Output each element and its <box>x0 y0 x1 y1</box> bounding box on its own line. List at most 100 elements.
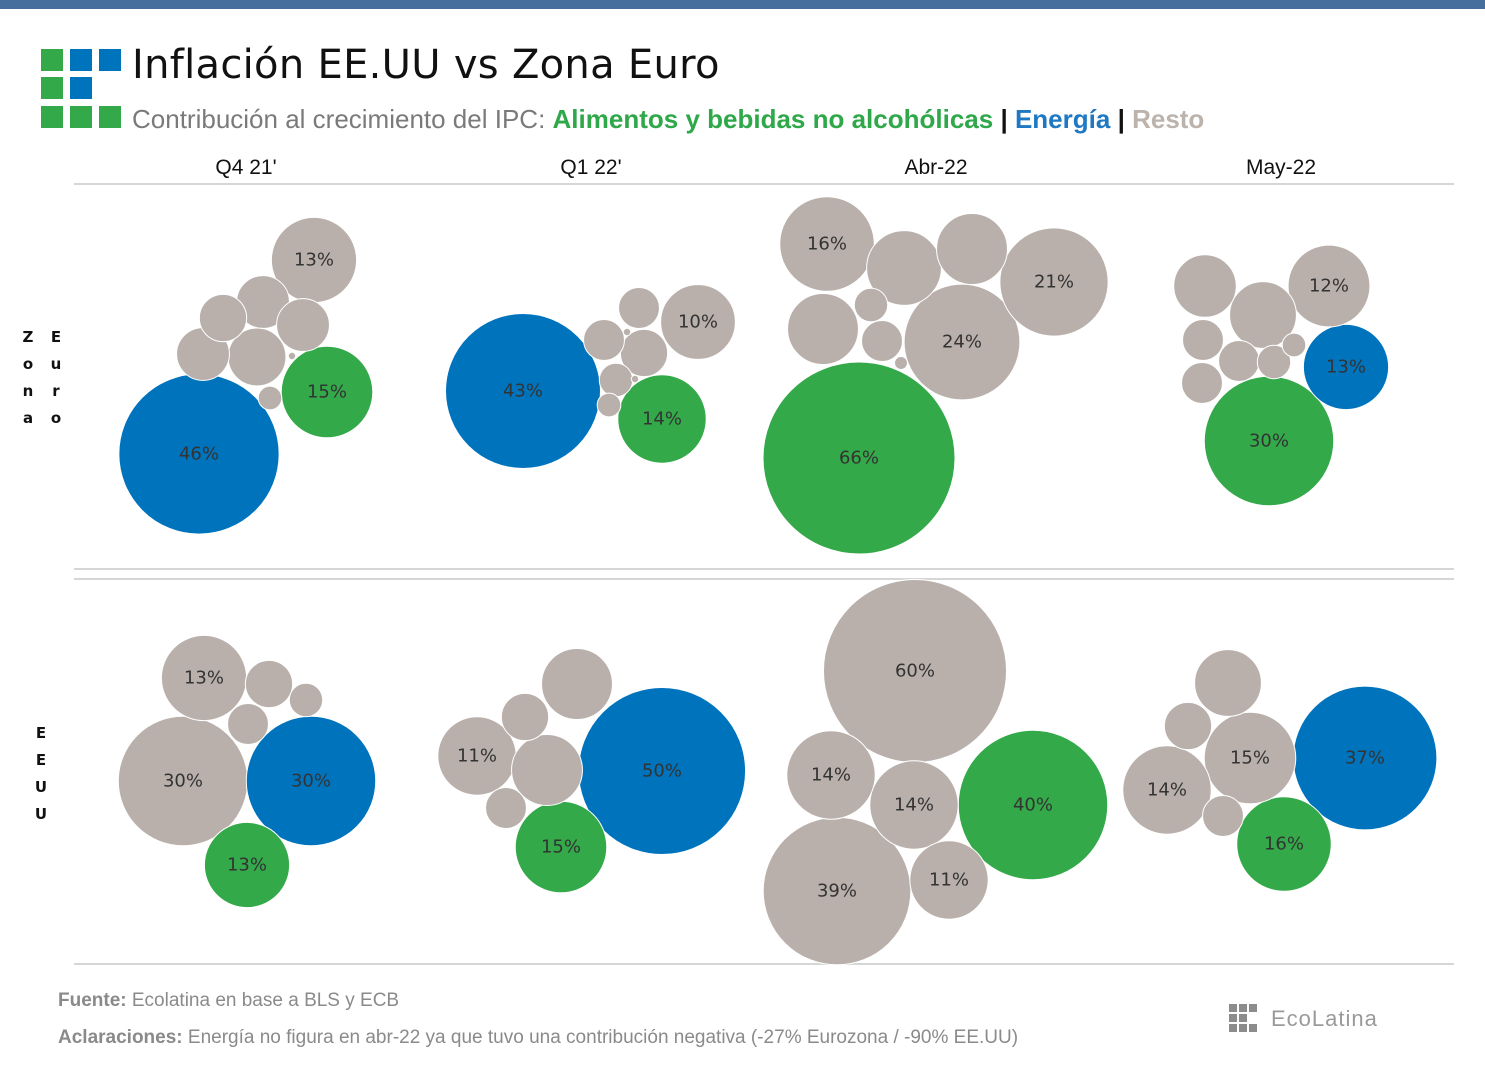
bubble-rest <box>288 682 324 718</box>
logo-square <box>70 106 92 128</box>
bubble-rest <box>1173 254 1237 318</box>
bubble-rest <box>1218 340 1260 382</box>
top-accent-bar <box>0 0 1485 9</box>
bubble-panel: 37% 16% 15% 14% <box>1122 649 1438 892</box>
bubble-rest <box>622 327 632 337</box>
bubble-rest <box>1202 795 1244 837</box>
divider-line <box>74 578 1454 580</box>
bubble-label: 40% <box>1013 795 1053 816</box>
row-label-letter: E <box>35 724 47 742</box>
row-label-zona: Z o n a <box>20 324 36 432</box>
row-label-eeuu: E E U U <box>33 720 49 828</box>
bubble-food <box>1236 796 1332 892</box>
row-label-letter: n <box>22 382 34 400</box>
bubble-rest <box>618 287 660 329</box>
logo-square <box>99 106 121 128</box>
bubble-label: 30% <box>1249 431 1289 452</box>
divider-line <box>74 963 1454 965</box>
row-label-letter: E <box>35 751 47 769</box>
chart-subtitle: Contribución al crecimiento del IPC: Ali… <box>132 104 1204 135</box>
bubble-label: 15% <box>541 837 581 858</box>
bubble-energy <box>1302 323 1390 411</box>
logo-square <box>41 77 63 99</box>
column-header: Q4 21' <box>215 156 277 179</box>
bubble-label: 13% <box>184 668 224 689</box>
column-header: Q1 22' <box>560 156 622 179</box>
row-label-letter: a <box>22 409 34 427</box>
bubble-label: 14% <box>811 765 851 786</box>
bubble-rest <box>227 703 269 745</box>
bubble-label: 21% <box>1034 272 1074 293</box>
logo-square <box>70 49 92 71</box>
logo-square <box>99 49 121 71</box>
bubble-rest <box>909 840 989 920</box>
bubble-panel: 66% 24% 21% 16% <box>762 196 1109 555</box>
bubble-panel: 60% 40% 39% 14% 14% 11% <box>762 578 1109 966</box>
legend-rest: Resto <box>1132 104 1205 134</box>
legend-separator: | <box>1117 104 1125 134</box>
bubble-label: 13% <box>294 250 334 271</box>
bubble-rest <box>660 284 736 360</box>
bubble-rest <box>861 320 903 362</box>
bubble-panel: 50% 15% 11% <box>437 648 747 894</box>
bubble-rest <box>894 356 908 370</box>
bubble-rest <box>287 351 297 361</box>
row-label-letter: r <box>52 382 60 400</box>
column-header: May-22 <box>1245 156 1317 179</box>
bubble-rest <box>1229 281 1297 349</box>
bubble-rest <box>598 362 634 398</box>
bubble-rest <box>276 298 330 352</box>
logo-icon <box>41 49 122 128</box>
bubble-rest <box>485 787 527 829</box>
logo-square <box>41 106 63 128</box>
brand-name: EcoLatina <box>1271 1006 1378 1031</box>
bubble-label: 66% <box>839 448 879 469</box>
bubble-rest <box>1287 244 1371 328</box>
bubble-label: 50% <box>642 761 682 782</box>
bubble-rest <box>198 293 248 343</box>
logo-square <box>70 77 92 99</box>
chart-title: Inflación EE.UU vs Zona Euro <box>132 42 720 88</box>
legend-food: Alimentos y bebidas no alcohólicas <box>552 104 994 134</box>
bubble-label: 13% <box>227 855 267 876</box>
subtitle-prefix: Contribución al crecimiento del IPC: <box>132 104 553 134</box>
bubble-label: 15% <box>307 382 347 403</box>
bubble-label: 43% <box>503 381 543 402</box>
bubble-label: 16% <box>1264 834 1304 855</box>
divider-line <box>74 568 1454 570</box>
bubble-label: 14% <box>894 795 934 816</box>
bubble-label: 30% <box>291 771 331 792</box>
bubble-food <box>762 361 956 555</box>
bubble-label: 11% <box>457 746 497 767</box>
note-text: Energía no figura en abr-22 ya que tuvo … <box>182 1027 1019 1048</box>
bubble-rest <box>1163 701 1213 751</box>
row-label-letter: o <box>22 355 34 373</box>
bubble-rest <box>1122 745 1212 835</box>
bubble-rest <box>786 730 876 820</box>
bubble-label: 13% <box>1326 357 1366 378</box>
bubble-rest <box>779 196 875 292</box>
bubble-rest <box>1203 711 1297 805</box>
bubble-food <box>280 345 374 439</box>
logo-square <box>41 49 63 71</box>
bubble-label: 12% <box>1309 276 1349 297</box>
bubble-label: 16% <box>807 234 847 255</box>
bubble-label: 37% <box>1345 748 1385 769</box>
bubble-rest <box>1281 332 1307 358</box>
bubble-rest <box>511 734 583 806</box>
bubble-rest <box>1194 649 1262 717</box>
bubble-label: 39% <box>817 881 857 902</box>
bubble-rest <box>1256 344 1292 380</box>
bubble-food <box>203 821 291 909</box>
row-label-letter: U <box>34 778 48 796</box>
bubble-rest <box>936 213 1008 285</box>
bubble-label: 46% <box>179 444 219 465</box>
bubble-panel: 43% 14% 10% <box>445 284 736 469</box>
footer-source: Fuente: Ecolatina en base a BLS y ECB <box>58 990 399 1012</box>
bubble-panel: 30% 13% 12% <box>1173 244 1390 507</box>
bubble-rest <box>999 227 1109 337</box>
bubble-rest <box>866 230 942 306</box>
bubble-rest <box>500 692 550 742</box>
bubble-label: 30% <box>163 771 203 792</box>
